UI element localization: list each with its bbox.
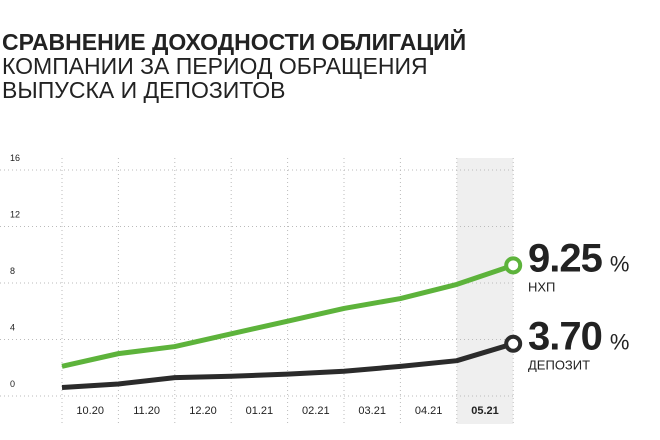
y-tick-label: 8 [10,266,15,276]
end-marker [504,256,523,275]
legend-label: НХП [528,279,555,294]
x-tick-label: 02.21 [302,405,330,417]
x-tick-label: 10.20 [76,405,104,417]
x-tick-label: 11.20 [133,405,160,417]
y-tick-label: 0 [10,379,15,389]
x-tick-label: 12.20 [189,405,217,417]
value-label-unit: % [610,330,629,355]
x-tick-label: 05.21 [471,405,499,417]
series-line [61,262,515,369]
x-tick-label: 01.21 [246,405,274,417]
value-label-number: 9.25 [528,236,603,280]
y-tick-label: 12 [10,210,20,220]
highlight-band [456,158,514,424]
value-label: 3.70% [528,315,629,359]
chart-subtitle: КОМПАНИИ ЗА ПЕРИОД ОБРАЩЕНИЯ [2,53,428,79]
chart-subtitle: ВЫПУСКА И ДЕПОЗИТОВ [2,77,286,103]
series-line [61,341,514,391]
value-label-unit: % [610,251,629,276]
chart-title: СРАВНЕНИЕ ДОХОДНОСТИ ОБЛИГАЦИЙ [2,28,466,55]
legend-label: ДЕПОЗИТ [528,358,590,373]
y-tick-label: 4 [10,323,15,333]
x-tick-label: 04.21 [415,405,443,417]
y-tick-label: 16 [10,153,20,163]
value-label-number: 3.70 [528,315,602,359]
end-marker [504,334,523,353]
x-tick-label: 03.21 [358,405,386,417]
value-label: 9.25% [528,236,629,280]
